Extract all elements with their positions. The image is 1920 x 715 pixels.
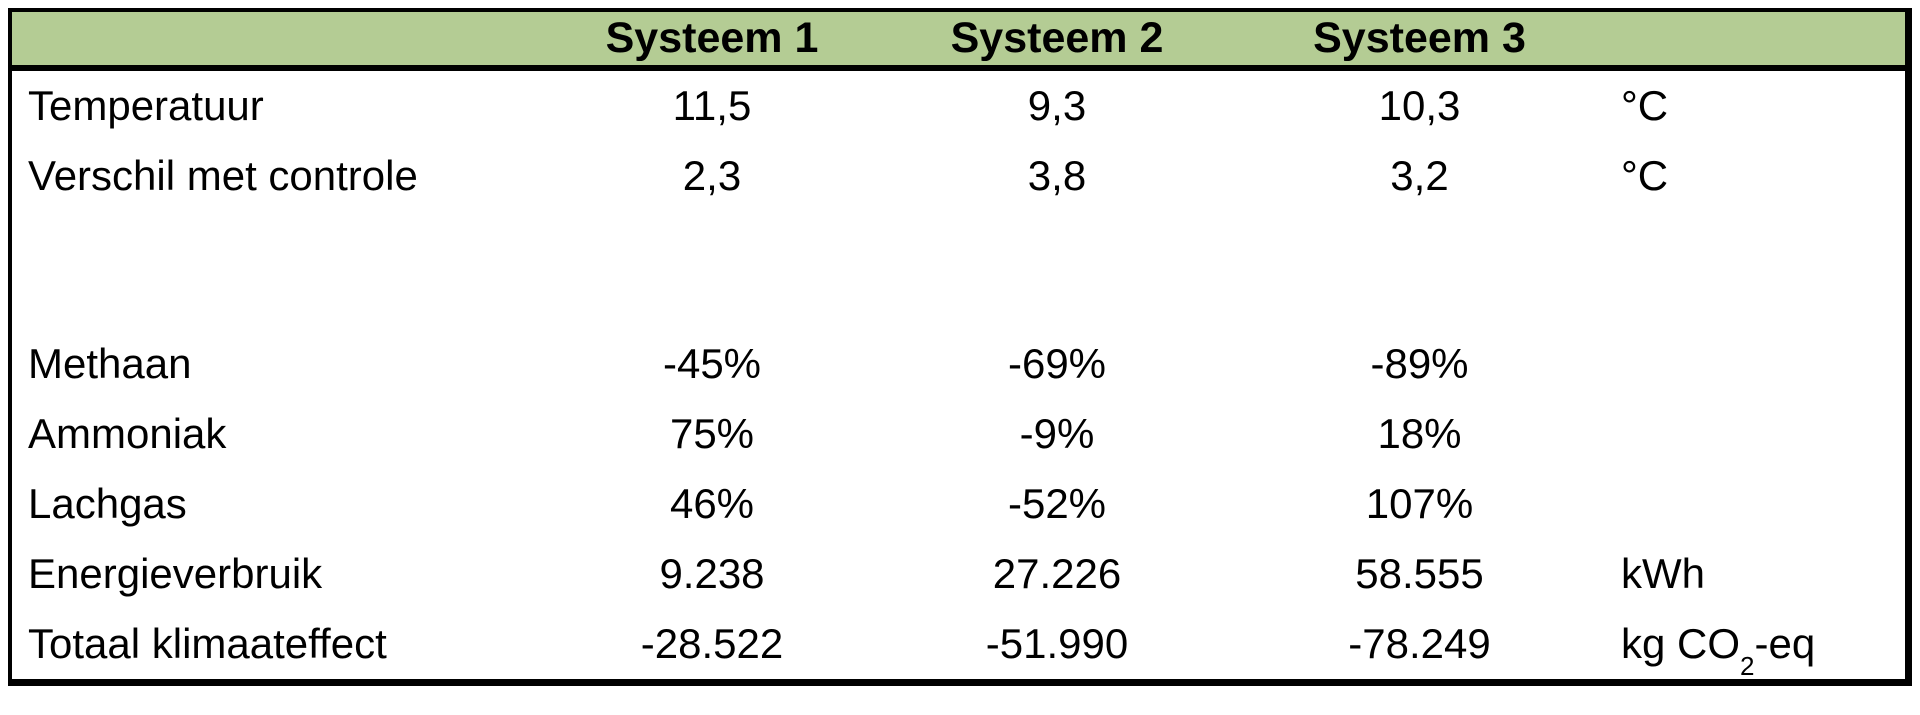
row-label: Methaan	[28, 340, 192, 387]
unit-label-co2-eq: kg CO2-eq	[1607, 620, 1905, 679]
row-label: Lachgas	[28, 480, 187, 527]
results-table: Systeem 1 Systeem 2 Systeem 3 Temperatuu…	[8, 8, 1912, 686]
value-systeem-3: 3,2	[1390, 152, 1449, 199]
value-systeem-2: -51.990	[985, 620, 1129, 667]
unit-label: kWh	[1621, 550, 1705, 597]
value-systeem-1: 11,5	[672, 82, 752, 129]
value-systeem-3: -89%	[1370, 340, 1469, 387]
unit-co2-suffix: -eq	[1754, 620, 1816, 667]
unit-label: °C	[1621, 152, 1669, 199]
table-row-verschil-met-controle: Verschil met controle 2,3 3,8 3,2 °C	[12, 141, 1905, 211]
column-header-systeem-2: Systeem 2	[950, 14, 1164, 62]
unit-co2-subscript: 2	[1740, 650, 1755, 681]
row-label: Totaal klimaateffect	[28, 620, 387, 667]
column-header-systeem-1: Systeem 1	[605, 14, 819, 62]
row-label: Verschil met controle	[28, 152, 418, 199]
value-systeem-3: 107%	[1365, 480, 1474, 527]
value-systeem-2: -52%	[1007, 480, 1107, 527]
table-row-temperatuur: Temperatuur 11,5 9,3 10,3 °C	[12, 71, 1905, 141]
value-systeem-2: -9%	[1019, 410, 1095, 457]
empty-row	[12, 211, 1905, 329]
row-label: Energieverbruik	[28, 550, 323, 597]
value-systeem-2: 27.226	[992, 550, 1122, 597]
value-systeem-3: 10,3	[1378, 82, 1461, 129]
row-label: Temperatuur	[28, 82, 264, 129]
unit-co2-prefix: kg CO	[1621, 620, 1741, 667]
value-systeem-2: -69%	[1007, 340, 1107, 387]
value-systeem-1: 2,3	[682, 152, 742, 199]
value-systeem-1: 9.238	[659, 550, 765, 597]
value-systeem-2: 9,3	[1027, 82, 1087, 129]
table-row-lachgas: Lachgas 46% -52% 107%	[12, 469, 1905, 539]
table-header-row: Systeem 1 Systeem 2 Systeem 3	[12, 12, 1905, 71]
unit-label: °C	[1621, 82, 1669, 129]
table-row-energieverbruik: Energieverbruik 9.238 27.226 58.555 kWh	[12, 539, 1905, 609]
value-systeem-3: 18%	[1377, 410, 1462, 457]
value-systeem-1: -28.522	[640, 620, 784, 667]
value-systeem-1: 75%	[669, 410, 755, 457]
value-systeem-3: -78.249	[1348, 620, 1491, 667]
value-systeem-1: 46%	[669, 480, 755, 527]
value-systeem-2: 3,8	[1027, 152, 1087, 199]
column-header-systeem-3: Systeem 3	[1313, 14, 1526, 62]
value-systeem-1: -45%	[662, 340, 762, 387]
table-row-methaan: Methaan -45% -69% -89%	[12, 329, 1905, 399]
value-systeem-3: 58.555	[1355, 550, 1484, 597]
table-row-totaal-klimaateffect: Totaal klimaateffect -28.522 -51.990 -78…	[12, 609, 1905, 679]
table-row-ammoniak: Ammoniak 75% -9% 18%	[12, 399, 1905, 469]
row-label: Ammoniak	[28, 410, 227, 457]
